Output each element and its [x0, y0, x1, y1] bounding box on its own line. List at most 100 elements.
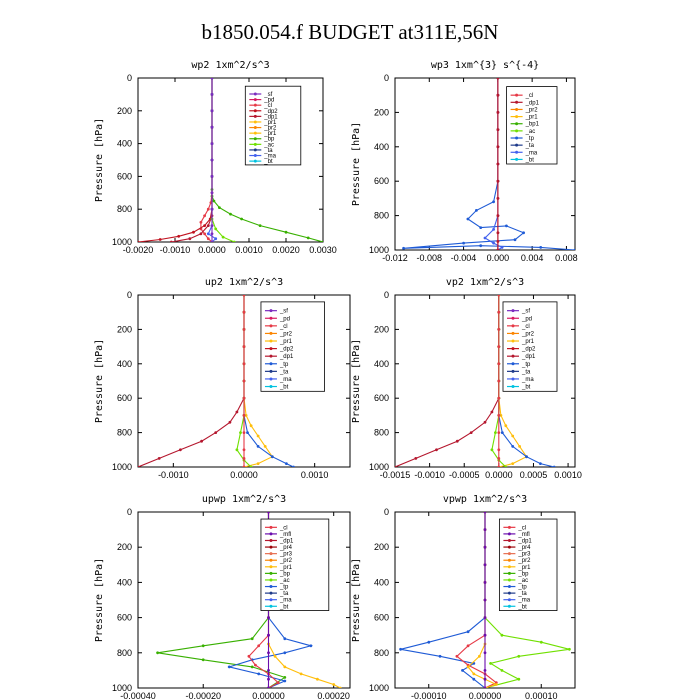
legend-entry: _bp: [263, 137, 275, 143]
series-point-tp: [402, 246, 405, 250]
y-tick-label: 0: [384, 290, 389, 300]
series-point-sf: [210, 232, 214, 236]
series-point-dp1: [179, 448, 182, 452]
series-point-cl: [497, 379, 501, 383]
legend-box: [506, 86, 558, 165]
series-point-cl: [242, 328, 246, 331]
legend: _sf_pd _cl_pr2 _pr1 _dp2_dp1 _tp_ta _ma _bt: [260, 301, 325, 392]
legend-marker: [515, 115, 519, 119]
y-tick-label: 400: [374, 577, 389, 587]
legend-marker: [253, 131, 257, 135]
y-tick-label: 800: [374, 428, 389, 438]
series-point-mfl: [483, 633, 487, 637]
x-tick-label: -0.0015: [380, 470, 411, 480]
x-tick-label: -0.0010: [414, 470, 445, 480]
series-point-tp: [479, 244, 483, 248]
series-point-dp1: [490, 410, 494, 414]
legend-entry: _bp: [517, 571, 529, 577]
series-point-dp1: [496, 78, 500, 80]
series-point-bp: [258, 224, 262, 228]
legend-entry: _ac: [263, 142, 274, 148]
series-point-cl: [242, 457, 246, 460]
series-point-mfl: [267, 616, 270, 619]
legend-marker: [507, 585, 511, 589]
series-point-ma: [483, 236, 487, 240]
x-tick-label: 0.0010: [235, 245, 263, 255]
y-tick-label: 0: [127, 73, 132, 83]
legend-marker: [511, 354, 515, 358]
series-point-tp: [462, 241, 465, 245]
x-tick-label: 0.0030: [309, 245, 337, 255]
series-point-tp: [461, 669, 464, 672]
series-point-tp: [309, 644, 313, 648]
x-tick-label: -0.00020: [185, 691, 221, 700]
x-tick-label: -0.0020: [123, 245, 154, 255]
series-point-mfl: [483, 651, 487, 655]
figure-title: b1850.054.f BUDGET at311E,56N: [201, 20, 499, 44]
legend-entry: _dp2: [521, 347, 536, 353]
series-point-pr1: [338, 686, 342, 688]
series-point-cl: [242, 414, 246, 417]
series-point-cl: [242, 448, 246, 452]
legend-entry: _ta: [517, 591, 527, 597]
series-point-bp: [321, 240, 323, 242]
legend-entry: _sf: [521, 309, 530, 315]
legend-marker: [515, 107, 519, 111]
legend-entry: _bt: [263, 159, 273, 165]
legend-marker: [253, 92, 257, 96]
series-point-ma: [206, 232, 210, 236]
series-point-bp: [283, 676, 287, 679]
series-point-ac: [500, 633, 504, 637]
series-point-tp: [427, 640, 431, 644]
y-tick-label: 800: [374, 211, 389, 221]
series-point-dp1: [496, 145, 500, 149]
legend-marker: [269, 354, 273, 358]
series-point-bp: [218, 206, 221, 210]
legend-entry: _pr3: [279, 552, 293, 558]
legend-entry: _dp2: [263, 109, 278, 115]
legend-entry: _bp1: [525, 122, 540, 128]
series-point-mfl: [483, 528, 487, 531]
legend-marker: [253, 120, 257, 124]
legend-marker: [253, 137, 257, 141]
series-point-sf: [210, 93, 214, 96]
panel-up2: up2 1xm^2/s^3 Pressure [hPa] 0 200 400 600 800…: [94, 277, 351, 480]
y-axis-label: Pressure [hPa]: [351, 122, 362, 206]
legend-entry: _ma: [279, 598, 292, 604]
legend-entry: _cl: [521, 324, 530, 330]
series-point-mfl: [267, 669, 270, 672]
x-tick-label: 0.004: [521, 253, 544, 263]
legend-entry: _tp: [279, 585, 289, 591]
legend: _sf_pd_cl_dp2_dp1_pr1_pr2_pr1_bp_ac_ta_m…: [244, 85, 302, 166]
legend-entry: _pr1: [263, 131, 277, 137]
y-tick-label: 200: [374, 324, 389, 334]
series-point-pr1: [316, 677, 319, 681]
y-tick-label: 200: [117, 106, 132, 116]
legend-marker: [507, 538, 511, 542]
panel-title: wp3 1xm^{3} s^{-4}: [431, 60, 539, 71]
y-tick-label: 600: [374, 176, 389, 186]
legend: _cl_mfl_dp1_pr4_pr3_pr2_pr1_bp_ac_tp_ta_…: [260, 518, 330, 611]
series-point-tp: [283, 637, 287, 641]
y-tick-label: 600: [117, 613, 132, 623]
x-tick-label: 0.000: [487, 253, 510, 263]
series-point-dp1: [228, 420, 232, 424]
panel-wp2: wp2 1xm^2/s^3 Pressure [hPa] 0 200 400 600 800…: [94, 60, 337, 255]
series-point-cl: [203, 214, 207, 218]
legend-marker: [253, 103, 257, 107]
series-point-cl: [497, 396, 501, 400]
x-tick-label: -0.004: [451, 253, 477, 263]
series-point-tp: [505, 224, 508, 228]
y-tick-label: 600: [117, 171, 132, 181]
series-point-bp: [250, 637, 254, 641]
series-point-cl: [497, 431, 501, 434]
legend-entry: _bt: [517, 604, 527, 610]
series-point-tp: [539, 246, 543, 249]
y-tick-label: 0: [384, 73, 389, 83]
series-point-mfl: [483, 616, 487, 619]
x-tick-label: 0.0000: [230, 470, 258, 480]
legend-entry: _pr1: [279, 339, 293, 345]
series-point-ac: [504, 465, 508, 467]
legend-marker: [507, 552, 511, 556]
y-tick-label: 1000: [369, 683, 389, 693]
